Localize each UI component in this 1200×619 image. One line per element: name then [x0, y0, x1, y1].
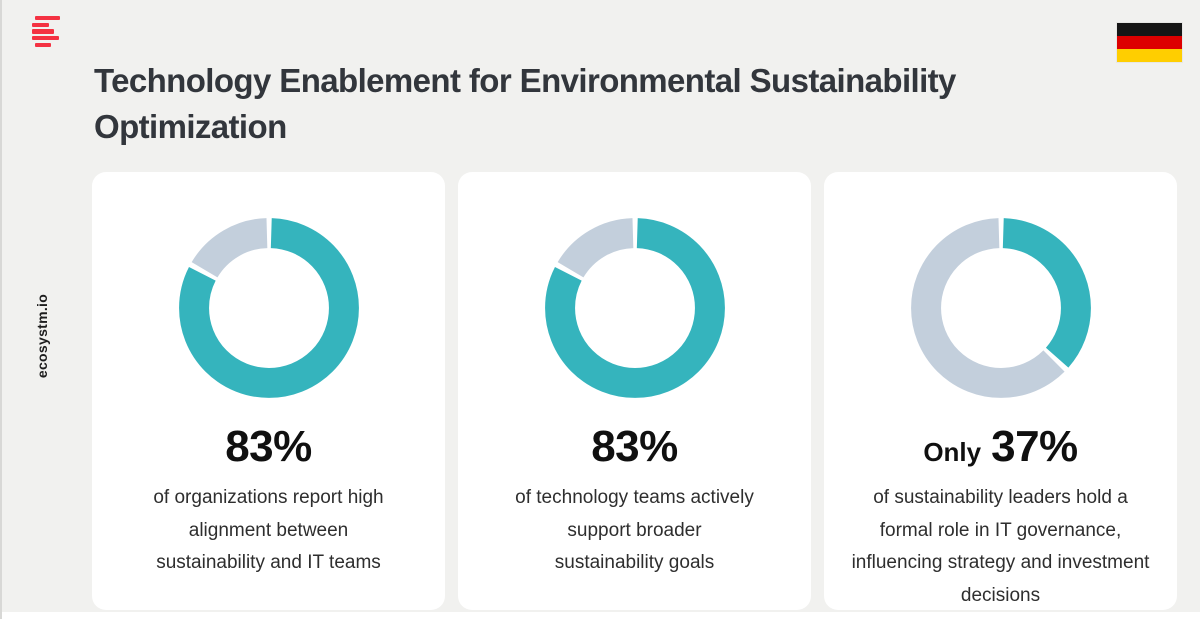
bottom-divider [2, 612, 1200, 619]
stat-cards-row: 83% of organizations report high alignme… [92, 172, 1177, 610]
stat-line: 83% [458, 422, 811, 472]
stat-description: of sustainability leaders hold a formal … [851, 487, 1150, 607]
stat-card-it-alignment: 83% of organizations report high alignme… [92, 172, 445, 610]
donut-chart-83-alignment [171, 210, 367, 406]
stat-description: of technology teams actively support bro… [515, 487, 754, 574]
ecosystm-logo-icon [32, 16, 60, 47]
stat-value: 83% [225, 422, 312, 471]
stat-prefix: Only [923, 437, 982, 467]
germany-flag-icon [1117, 23, 1182, 62]
stat-line: Only 37% [824, 422, 1177, 472]
stat-line: 83% [92, 422, 445, 472]
logo-bar [35, 16, 60, 21]
stat-card-governance: Only 37% of sustainability leaders hold … [824, 172, 1177, 610]
logo-bar [32, 29, 54, 34]
stat-card-tech-teams: 83% of technology teams actively support… [458, 172, 811, 610]
stat-value: 83% [591, 422, 678, 471]
flag-stripe-black [1117, 23, 1182, 36]
logo-bar [35, 42, 51, 47]
stat-value: 37% [991, 422, 1078, 471]
flag-stripe-red [1117, 36, 1182, 49]
flag-stripe-gold [1117, 49, 1182, 62]
stat-description: of organizations report high alignment b… [153, 487, 384, 574]
logo-bar [32, 22, 49, 27]
page-title: Technology Enablement for Environmental … [94, 62, 956, 145]
donut-chart-37-governance [903, 210, 1099, 406]
logo-bar [32, 36, 59, 41]
donut-chart-83-support [537, 210, 733, 406]
ecosystm-io-watermark: ecosystm.io [34, 293, 50, 379]
